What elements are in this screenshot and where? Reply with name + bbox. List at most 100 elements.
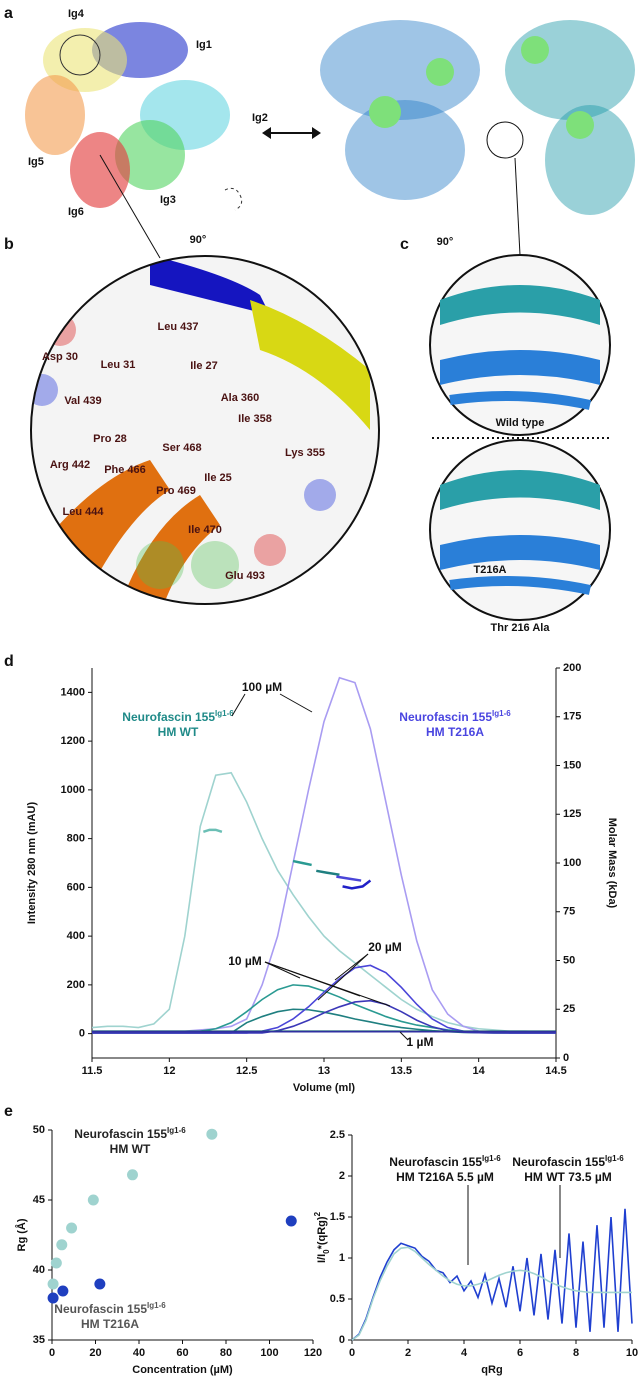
- point: [206, 1128, 218, 1140]
- label: Neurofascin 155Ig1-6 HM T216A 5.5 µM: [389, 1154, 501, 1185]
- y2-tick-label: 150: [563, 759, 581, 771]
- x-tick-label: 120: [304, 1347, 322, 1359]
- rotation-label: 90°: [190, 234, 207, 246]
- residue-label: Ile 358: [238, 413, 272, 425]
- leader-line: [399, 1031, 409, 1041]
- annotation: 100 µM: [242, 680, 282, 694]
- label-sup: Ig1-6: [167, 1126, 186, 1135]
- residue-label: Asp 30: [42, 351, 78, 363]
- label-text: Neurofascin 155: [74, 1127, 167, 1141]
- residue-label: Ala 360: [221, 392, 260, 404]
- label: Intensity 280 nm (mAU): [26, 802, 38, 925]
- y-tick-label: 40: [33, 1264, 45, 1276]
- panel-label: c: [400, 236, 409, 253]
- y2-tick-label: 25: [563, 1003, 575, 1015]
- label-text2: HM T216A 5.5 µM: [396, 1170, 494, 1184]
- residue-label: Glu 493: [225, 570, 265, 582]
- x-tick-label: 13.5: [391, 1065, 412, 1077]
- label: Neurofascin 155Ig1-6 HM T216A: [54, 1301, 166, 1332]
- mutation-label: T216A: [473, 564, 506, 576]
- label-text: Neurofascin 155: [122, 710, 215, 724]
- label: Neurofascin 155Ig1-6 HM WT: [122, 709, 234, 740]
- point: [66, 1222, 78, 1234]
- label-text2: HM T216A: [81, 1317, 139, 1331]
- y-tick-label: 2.5: [330, 1129, 345, 1141]
- domain-label: Ig5: [28, 156, 44, 168]
- series-line: [336, 875, 362, 882]
- x-tick-label: 14: [473, 1065, 486, 1077]
- y-tick-label: 35: [33, 1334, 45, 1346]
- residue-label: Phe 466: [104, 464, 146, 476]
- residue-label: Leu 31: [101, 359, 136, 371]
- y-tick-label: 800: [67, 833, 85, 845]
- mutation-zoom: [429, 157, 612, 621]
- x-tick-label: 12.5: [236, 1065, 257, 1077]
- x-tick-label: 80: [220, 1347, 232, 1359]
- label: Neurofascin 155Ig1-6 HM WT 73.5 µM: [512, 1154, 624, 1185]
- label-text: Neurofascin 155: [399, 710, 492, 724]
- residue-label: Arg 442: [50, 459, 90, 471]
- label-sup: Ig1-6: [605, 1154, 624, 1163]
- x-tick-label: 6: [517, 1347, 523, 1359]
- series-line: [292, 859, 312, 867]
- residue-label: Ile 27: [190, 360, 218, 372]
- y-tick-label: 1000: [61, 784, 85, 796]
- domain-structure: [25, 22, 243, 211]
- label: Rg (Å): [15, 1218, 28, 1251]
- panel-label: e: [4, 1103, 13, 1120]
- label-text2: *(qRg): [316, 1216, 328, 1249]
- domain-label: Ig3: [160, 194, 176, 206]
- series-line: [342, 879, 372, 890]
- wild-type-label: Wild type: [496, 417, 545, 429]
- y2-axis-label: Molar Mass (kDa): [606, 818, 618, 909]
- point: [47, 1278, 59, 1290]
- x-tick-label: 2: [405, 1347, 411, 1359]
- series-line: [202, 828, 223, 833]
- y2-tick-label: 125: [563, 808, 581, 820]
- label-text: I/I: [316, 1254, 328, 1263]
- label-sup: Ig1-6: [147, 1301, 166, 1310]
- y-tick-label: 400: [67, 930, 85, 942]
- x-tick-label: 100: [260, 1347, 278, 1359]
- domain-label: Ig4: [68, 8, 85, 20]
- x-tick-label: 14.5: [545, 1065, 566, 1077]
- y2-tick-label: 50: [563, 954, 575, 966]
- label-text: Neurofascin 155: [512, 1155, 605, 1169]
- label-text2: HM T216A: [426, 725, 484, 739]
- label: Neurofascin 155Ig1-6 HM T216A: [399, 709, 511, 740]
- label-text: Neurofascin 155: [389, 1155, 482, 1169]
- label-text: Neurofascin 155: [54, 1302, 147, 1316]
- x-tick-label: 13: [318, 1065, 330, 1077]
- point: [56, 1239, 68, 1251]
- y-tick-label: 1400: [61, 686, 85, 698]
- point: [285, 1215, 297, 1227]
- leader-line: [264, 961, 391, 1007]
- series-line: [92, 964, 556, 1034]
- y2-tick-label: 0: [563, 1052, 569, 1064]
- point: [87, 1194, 99, 1206]
- domain-label: Ig6: [68, 206, 84, 218]
- annotation: 20 µM: [368, 940, 402, 954]
- y-tick-label: 45: [33, 1194, 45, 1206]
- x-tick-label: 4: [461, 1347, 468, 1359]
- y2-tick-label: 200: [563, 662, 581, 674]
- x-tick-label: 11.5: [82, 1065, 103, 1077]
- x-tick-label: 0: [349, 1347, 355, 1359]
- series-line: [351, 1246, 632, 1341]
- y-tick-label: 1.5: [330, 1211, 345, 1223]
- y-tick-label: 0.5: [330, 1293, 345, 1305]
- leader-line: [334, 953, 369, 981]
- panel-label: b: [4, 236, 14, 253]
- y2-tick-label: 75: [563, 906, 575, 918]
- label: Neurofascin 155Ig1-6 HM WT: [74, 1126, 186, 1157]
- label-sup: Ig1-6: [482, 1154, 501, 1163]
- mutant-label: Thr 216 Ala: [491, 622, 551, 634]
- annotation: 1 µM: [407, 1035, 434, 1049]
- residue-label: Ser 468: [162, 442, 201, 454]
- residue-label: Ile 470: [188, 524, 222, 536]
- y-tick-label: 200: [67, 979, 85, 991]
- residue-label: Val 439: [64, 395, 101, 407]
- label-text2: HM WT: [110, 1142, 151, 1156]
- x-tick-label: 10: [626, 1347, 638, 1359]
- y-tick-label: 1200: [61, 735, 85, 747]
